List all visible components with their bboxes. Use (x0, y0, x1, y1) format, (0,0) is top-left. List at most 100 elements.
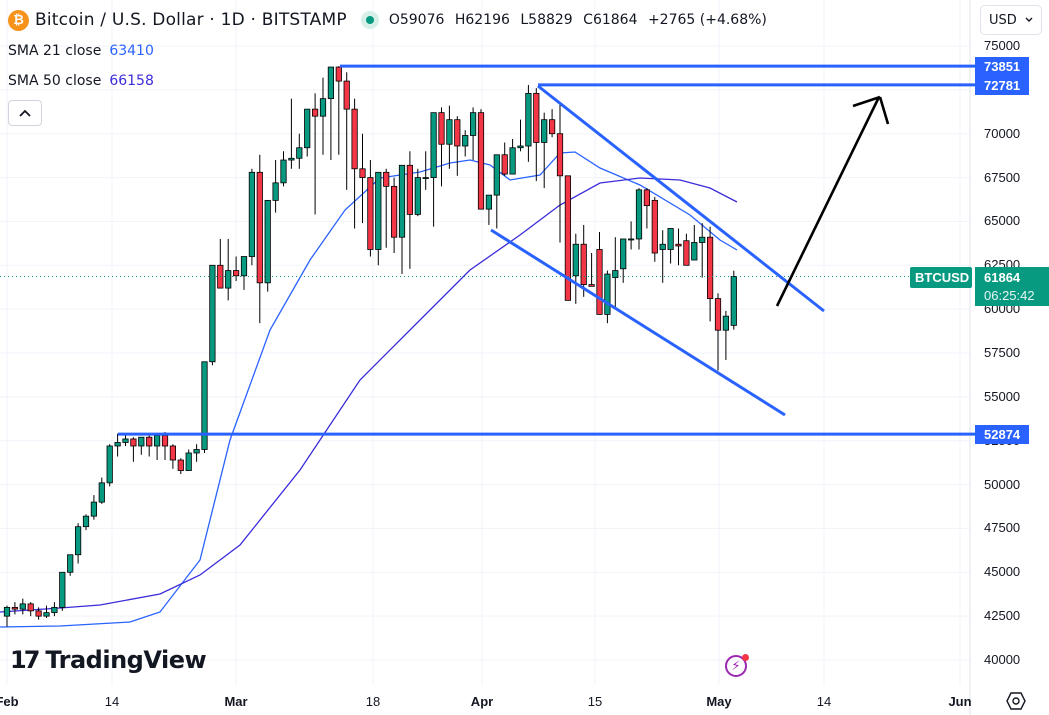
candle-up (469, 112, 477, 136)
candle-up (304, 108, 311, 149)
change-value: +2765 (+4.68%) (647, 12, 767, 28)
candle-up (462, 135, 469, 147)
time-tick-label: 14 (104, 694, 120, 709)
collapse-legend-button[interactable] (8, 100, 42, 126)
chart-settings-button[interactable] (1006, 692, 1026, 710)
candle-up (572, 243, 579, 277)
indicator-sma50[interactable]: SMA 50 close 66158 (8, 66, 773, 96)
candle-down (390, 185, 398, 238)
price-tick-label: 70000 (984, 125, 1021, 141)
symbol-title[interactable]: Bitcoin / U.S. Dollar · 1D · BITSTAMP (35, 10, 347, 30)
time-tick-label: May (706, 694, 732, 709)
candle-up (67, 554, 74, 573)
market-open-status-icon (360, 11, 379, 29)
candle-up (106, 445, 113, 484)
currency-select[interactable]: USD (980, 5, 1042, 35)
indicator-value: 63410 (109, 43, 154, 59)
candle-down (643, 189, 651, 207)
candle-down (564, 175, 572, 301)
indicator-label: SMA 50 close (8, 73, 102, 89)
candle-up (209, 264, 216, 363)
flash-events-icon[interactable]: ⚡ (725, 654, 749, 677)
sma21-line (0, 151, 738, 628)
candle-up (517, 145, 524, 149)
candle-up (19, 603, 26, 610)
candle-down (343, 80, 350, 110)
candle-up (620, 238, 627, 270)
price-tick-label: 42500 (984, 608, 1021, 624)
chevron-up-icon (19, 109, 31, 117)
candle-up (185, 452, 192, 471)
tradingview-logo[interactable]: 17 TradingView (10, 646, 207, 674)
candle-up (398, 164, 406, 238)
settings-hexagon-icon (1006, 692, 1026, 710)
candle-up (90, 501, 97, 517)
time-tick-label: 18 (365, 694, 381, 709)
tradingview-logo-icon: 17 (10, 646, 40, 674)
candle-up (153, 435, 161, 447)
candle-up (114, 442, 121, 447)
candle-down (588, 284, 595, 287)
candle-up (288, 157, 295, 161)
low-value: L58829 (520, 12, 573, 28)
candle-up (414, 177, 421, 215)
candle-up (541, 119, 548, 143)
candle-down (256, 171, 263, 284)
candle-up (319, 98, 327, 117)
candle-up (375, 171, 382, 250)
candle-up (430, 112, 437, 178)
candle-down (533, 92, 540, 143)
indicator-label: SMA 21 close (8, 43, 102, 59)
last-price-tag: 61864 06:25:42 (975, 267, 1049, 306)
candle-down (556, 133, 564, 177)
candle-up (272, 182, 279, 201)
candle-down (359, 168, 366, 178)
channel-lower-line (490, 228, 786, 417)
candle-up (3, 606, 11, 617)
ohlc-values: O59076 H62196 L58829 C61864 +2765 (+4.68… (389, 12, 773, 28)
candle-up (122, 438, 129, 443)
candle-down (477, 112, 485, 210)
last-price: 61864 (984, 270, 1021, 285)
price-tick-label: 40000 (984, 652, 1021, 667)
time-tick-label: Feb (0, 694, 19, 709)
candle-down (438, 112, 445, 145)
candle-down (580, 243, 587, 285)
channel-upper-line (537, 84, 825, 313)
candle-down (169, 445, 176, 461)
bitcoin-icon: ₿ (8, 9, 29, 31)
candle-down (35, 610, 42, 617)
candle-down (707, 236, 714, 300)
price-tick-label: 55000 (984, 388, 1021, 404)
close-value: C61864 (583, 12, 638, 28)
price-tick-label: 50000 (984, 476, 1021, 492)
candle-up (75, 526, 82, 556)
indicator-value: 66158 (109, 73, 154, 89)
candle-down (161, 435, 169, 447)
candle-down (27, 603, 34, 612)
candle-countdown: 06:25:42 (984, 288, 1035, 303)
candle-down (11, 606, 18, 610)
candle-up (264, 199, 271, 284)
currency-value: USD (989, 12, 1017, 28)
candle-down (311, 108, 319, 117)
candle-up (628, 238, 635, 241)
candle-down (351, 108, 358, 170)
candle-up (43, 612, 50, 617)
indicator-sma21[interactable]: SMA 21 close 63410 (8, 36, 773, 66)
candle-down (596, 249, 603, 315)
candle-up (446, 119, 453, 145)
candle-up (98, 482, 105, 503)
candle-up (280, 159, 287, 184)
candle-down (177, 459, 184, 471)
price-tick-label: 65000 (984, 213, 1021, 229)
candle-up (240, 256, 248, 277)
price-tick-label: 75000 (984, 38, 1021, 53)
time-tick-label: 15 (587, 694, 603, 709)
chart-legend: ₿ Bitcoin / U.S. Dollar · 1D · BITSTAMP … (8, 8, 773, 126)
candle-up (82, 515, 90, 528)
candle-up (635, 189, 643, 240)
candle-down (130, 438, 137, 447)
candle-up (659, 243, 666, 250)
